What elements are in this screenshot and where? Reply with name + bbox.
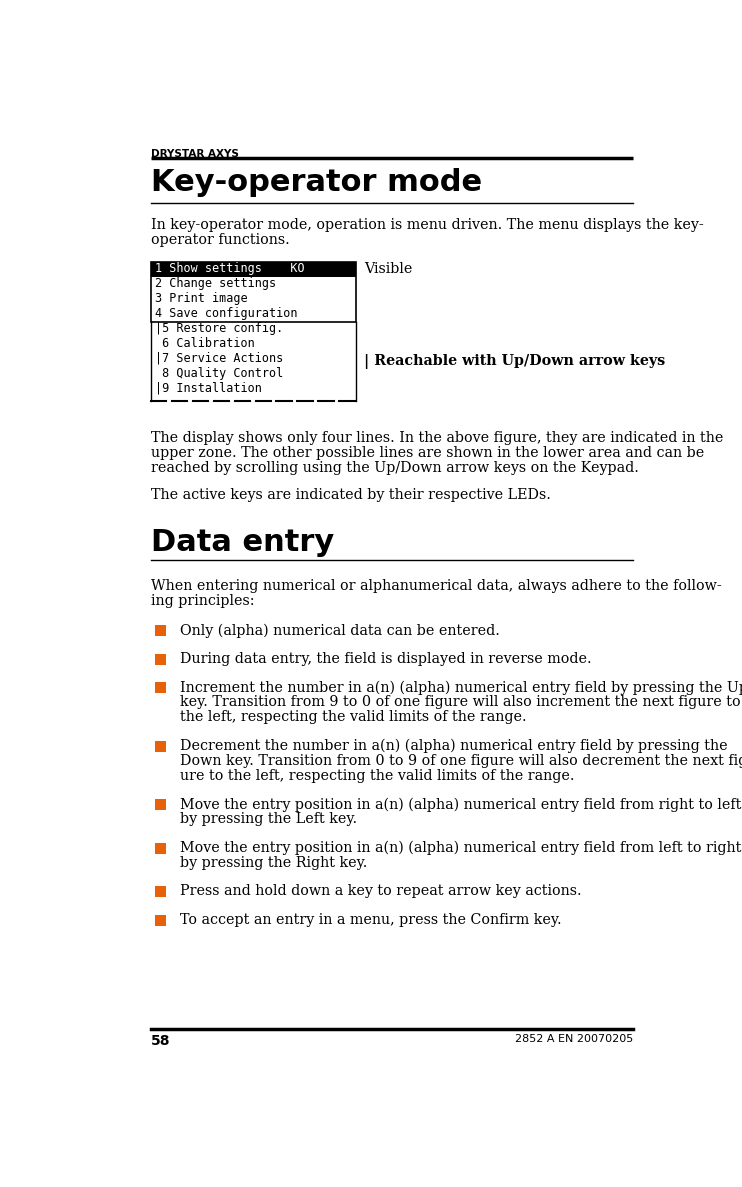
Text: 1 Show settings    KO: 1 Show settings KO	[155, 262, 304, 274]
Text: When entering numerical or alphanumerical data, always adhere to the follow-: When entering numerical or alphanumerica…	[151, 579, 722, 594]
Text: Data entry: Data entry	[151, 528, 334, 557]
Text: reached by scrolling using the Up/Down arrow keys on the Keypad.: reached by scrolling using the Up/Down a…	[151, 462, 639, 475]
Text: Decrement the number in a(n) (alpha) numerical entry field by pressing the: Decrement the number in a(n) (alpha) num…	[180, 738, 728, 754]
Text: 2852 A EN 20070205: 2852 A EN 20070205	[515, 1034, 633, 1045]
Text: Move the entry position in a(n) (alpha) numerical entry field from left to right: Move the entry position in a(n) (alpha) …	[180, 840, 742, 855]
Text: | Reachable with Up/Down arrow keys: | Reachable with Up/Down arrow keys	[364, 354, 666, 369]
Text: ure to the left, respecting the valid limits of the range.: ure to the left, respecting the valid li…	[180, 769, 575, 783]
Text: 3 Print image: 3 Print image	[155, 292, 247, 305]
Bar	[155, 626, 166, 636]
Bar	[151, 262, 356, 277]
Text: |7 Service Actions: |7 Service Actions	[155, 351, 283, 364]
Text: The active keys are indicated by their respective LEDs.: The active keys are indicated by their r…	[151, 488, 551, 502]
Text: ing principles:: ing principles:	[151, 595, 255, 609]
Text: Visible: Visible	[364, 262, 413, 277]
Text: Key-operator mode: Key-operator mode	[151, 167, 482, 197]
Bar	[151, 262, 356, 322]
Bar	[155, 799, 166, 811]
Text: Down key. Transition from 0 to 9 of one figure will also decrement the next fig-: Down key. Transition from 0 to 9 of one …	[180, 754, 742, 768]
Text: To accept an entry in a menu, press the Confirm key.: To accept an entry in a menu, press the …	[180, 913, 562, 927]
Text: by pressing the Right key.: by pressing the Right key.	[180, 856, 368, 870]
Text: 6 Calibration: 6 Calibration	[155, 337, 255, 350]
Text: DRYSTAR AXYS: DRYSTAR AXYS	[151, 148, 239, 159]
Text: Move the entry position in a(n) (alpha) numerical entry field from right to left: Move the entry position in a(n) (alpha) …	[180, 798, 742, 812]
Text: Press and hold down a key to repeat arrow key actions.: Press and hold down a key to repeat arro…	[180, 884, 582, 899]
Bar	[155, 843, 166, 853]
Bar	[155, 683, 166, 693]
Bar	[155, 654, 166, 665]
Bar	[155, 887, 166, 897]
Text: Only (alpha) numerical data can be entered.: Only (alpha) numerical data can be enter…	[180, 623, 500, 637]
Bar	[155, 741, 166, 751]
Text: |9 Installation: |9 Installation	[155, 382, 262, 395]
Text: 8 Quality Control: 8 Quality Control	[155, 367, 283, 380]
Text: The display shows only four lines. In the above figure, they are indicated in th: The display shows only four lines. In th…	[151, 431, 723, 445]
Text: operator functions.: operator functions.	[151, 233, 289, 247]
Text: upper zone. The other possible lines are shown in the lower area and can be: upper zone. The other possible lines are…	[151, 446, 704, 461]
Text: 58: 58	[151, 1034, 171, 1048]
Text: 4 Save configuration: 4 Save configuration	[155, 306, 298, 319]
Text: 2 Change settings: 2 Change settings	[155, 277, 276, 290]
Text: In key-operator mode, operation is menu driven. The menu displays the key-: In key-operator mode, operation is menu …	[151, 218, 703, 231]
Text: the left, respecting the valid limits of the range.: the left, respecting the valid limits of…	[180, 710, 527, 724]
Text: During data entry, the field is displayed in reverse mode.: During data entry, the field is displaye…	[180, 652, 592, 666]
Text: |5 Restore config.: |5 Restore config.	[155, 322, 283, 335]
Text: key. Transition from 9 to 0 of one figure will also increment the next figure to: key. Transition from 9 to 0 of one figur…	[180, 696, 741, 710]
Text: by pressing the Left key.: by pressing the Left key.	[180, 812, 358, 826]
Text: Increment the number in a(n) (alpha) numerical entry field by pressing the Up: Increment the number in a(n) (alpha) num…	[180, 680, 742, 694]
Bar	[155, 915, 166, 926]
